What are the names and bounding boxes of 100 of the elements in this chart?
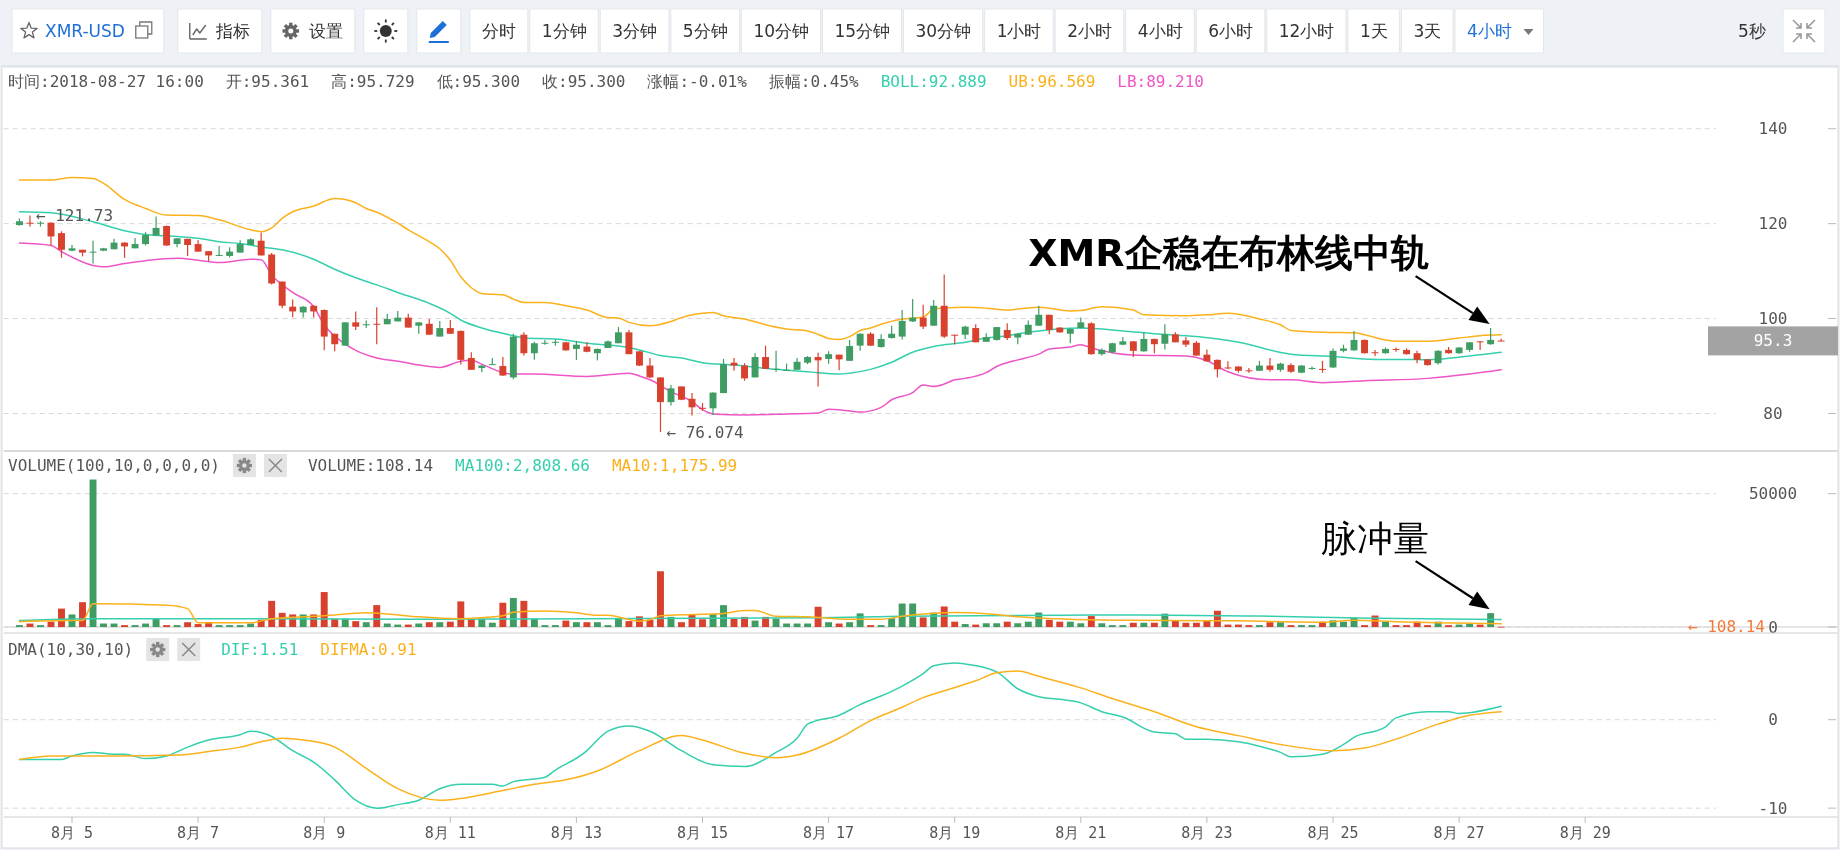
text: 10分钟 (753, 21, 810, 41)
candlestick (1371, 349, 1379, 357)
x-tick-label: 8月 11 (424, 824, 476, 842)
candlestick (846, 339, 854, 362)
x-tick-label: 8月 29 (1559, 824, 1611, 842)
bar (1382, 621, 1390, 627)
annotation: VOLUME:108.14 (307, 456, 434, 475)
candlestick (930, 299, 938, 327)
candlestick (341, 321, 349, 347)
bar (1129, 622, 1137, 627)
text: 设置 (308, 21, 343, 41)
bar (646, 619, 654, 627)
text: 5秒 (1738, 21, 1766, 41)
bar (1182, 622, 1190, 627)
bar (562, 620, 570, 627)
annotation: 涨幅:-0.01% (647, 72, 748, 91)
bar (1192, 622, 1200, 627)
text: 1分钟 (541, 21, 587, 41)
bar (814, 606, 822, 627)
annotation: 开:95.361 (225, 72, 310, 91)
bar (657, 571, 664, 627)
line-series (18, 176, 1502, 343)
annotation: 时间:2018-08-27 16:00 (8, 72, 204, 91)
y-tick-label: 50000 (1748, 484, 1798, 504)
text: 5分钟 (682, 21, 728, 41)
bar (699, 619, 706, 627)
bar (457, 601, 465, 627)
text: 12小时 (1278, 21, 1335, 41)
text: 3天 (1413, 21, 1442, 41)
bar (488, 622, 496, 627)
bar (1077, 623, 1085, 627)
candlestick (58, 230, 65, 259)
bar (436, 622, 444, 627)
annotation: ← 76.074 (666, 422, 744, 442)
y-tick-label: 0 (1768, 617, 1778, 637)
bar (1098, 623, 1106, 627)
line-series (18, 603, 1502, 625)
y-tick-label: 80 (1763, 404, 1783, 423)
candlestick (1224, 360, 1232, 370)
bar (1340, 621, 1347, 627)
bar (961, 624, 969, 627)
bar (184, 622, 192, 627)
candlestick (772, 350, 780, 373)
text: DIFMA:0.91 (320, 640, 417, 659)
annotation: 高:95.729 (331, 72, 415, 91)
candlestick (572, 340, 580, 361)
text: DMA(10,30,10) (8, 640, 134, 659)
bar (751, 620, 759, 627)
x-tick-label: 8月 23 (1181, 824, 1233, 842)
candlestick (898, 309, 906, 341)
text: LB:89.210 (1117, 72, 1204, 91)
bar (982, 623, 990, 627)
text: 30分钟 (915, 21, 972, 41)
candlestick (814, 352, 822, 388)
y-tick-label: 120 (1758, 214, 1788, 234)
annotation: 振幅:0.45% (768, 72, 860, 91)
y-tick-label: 0 (1768, 710, 1778, 730)
bar (1150, 622, 1158, 627)
bar (898, 603, 906, 627)
text: 指标 (214, 21, 250, 41)
bar (1003, 621, 1011, 627)
candlestick (1140, 331, 1148, 353)
line-series (18, 211, 1502, 375)
candlestick (730, 357, 738, 372)
annotation: ← 121.73 (35, 205, 114, 225)
bar (951, 621, 959, 627)
text: 6小时 (1208, 21, 1254, 41)
bar (1056, 621, 1064, 627)
text: 分时 (481, 21, 516, 41)
candlestick (1245, 367, 1253, 374)
candlestick (1203, 348, 1211, 363)
candlestick (625, 329, 633, 355)
bar (1276, 622, 1284, 627)
x-tick-label: 8月 13 (550, 824, 602, 842)
text: 1小时 (996, 21, 1042, 41)
text: UB:96.569 (1008, 72, 1096, 91)
bar (772, 618, 780, 627)
candlestick (131, 237, 139, 249)
candlestick (373, 306, 381, 345)
candlestick (152, 215, 160, 237)
candlestick (1035, 305, 1043, 327)
candlestick (646, 357, 654, 379)
bar (1266, 622, 1274, 627)
x-tick-label: 8月 7 (177, 824, 220, 842)
bar (352, 621, 360, 627)
candlestick (751, 352, 759, 379)
bar (446, 621, 454, 627)
bar (993, 623, 1001, 627)
text: 3分钟 (612, 21, 658, 41)
bar (152, 618, 160, 627)
annotation: ← 108.14 (1687, 617, 1765, 637)
chart-title: VOLUME(100,10,0,0,0,0) (8, 456, 220, 475)
text: MA10:1,175.99 (611, 456, 738, 475)
text: 4小时 (1466, 21, 1512, 41)
candlestick (530, 341, 538, 361)
bar (678, 622, 685, 627)
candlestick (352, 310, 360, 331)
x-tick-label: 8月 15 (676, 824, 729, 842)
candlestick (1392, 346, 1400, 353)
text: DIF:1.51 (221, 640, 299, 659)
